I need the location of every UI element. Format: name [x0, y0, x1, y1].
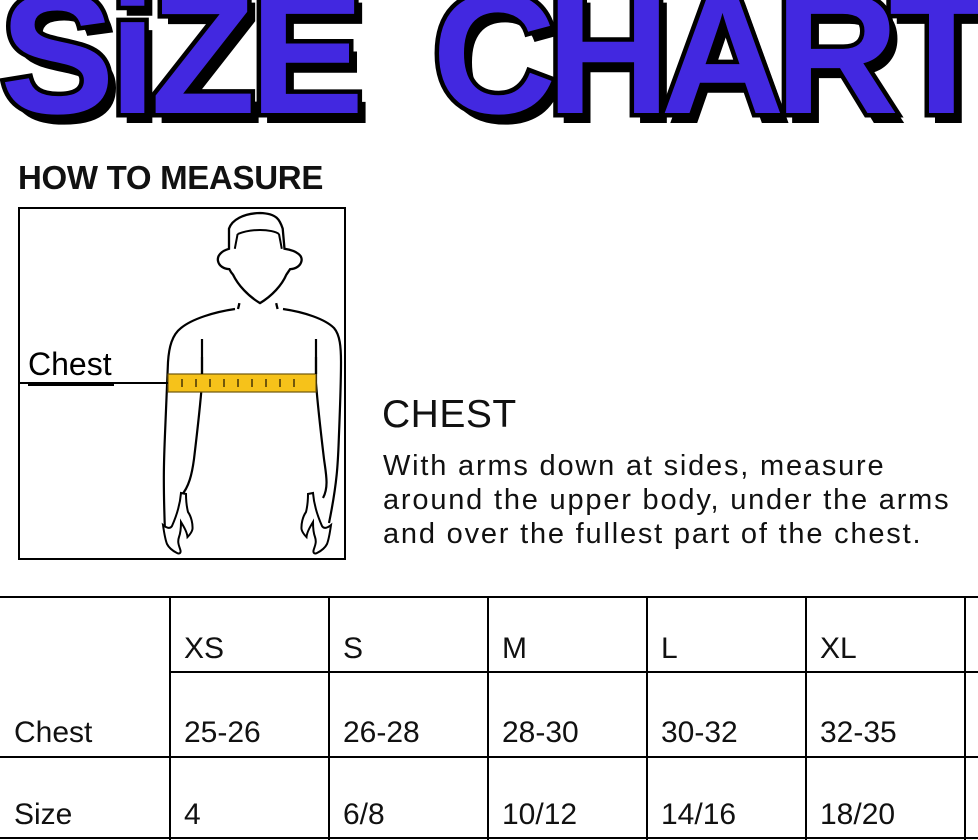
- svg-text:14/16: 14/16: [661, 798, 736, 831]
- svg-text:Chest: Chest: [14, 716, 93, 749]
- svg-text:6/8: 6/8: [343, 798, 385, 831]
- svg-text:28-30: 28-30: [502, 716, 579, 749]
- svg-text:18/20: 18/20: [820, 798, 895, 831]
- svg-text:25-26: 25-26: [184, 716, 261, 749]
- svg-text:M: M: [502, 632, 527, 665]
- svg-text:L: L: [661, 632, 678, 665]
- svg-text:XS: XS: [184, 632, 224, 665]
- svg-text:S: S: [343, 632, 363, 665]
- svg-text:30-32: 30-32: [661, 716, 738, 749]
- svg-text:CHART: CHART: [432, 0, 978, 150]
- svg-text:32-35: 32-35: [820, 716, 897, 749]
- svg-text:SiZE: SiZE: [0, 0, 358, 150]
- svg-text:4: 4: [184, 798, 201, 831]
- svg-text:26-28: 26-28: [343, 716, 420, 749]
- svg-text:Chest: Chest: [28, 346, 112, 382]
- svg-text:Size: Size: [14, 798, 72, 831]
- svg-text:10/12: 10/12: [502, 798, 577, 831]
- svg-text:XL: XL: [820, 632, 857, 665]
